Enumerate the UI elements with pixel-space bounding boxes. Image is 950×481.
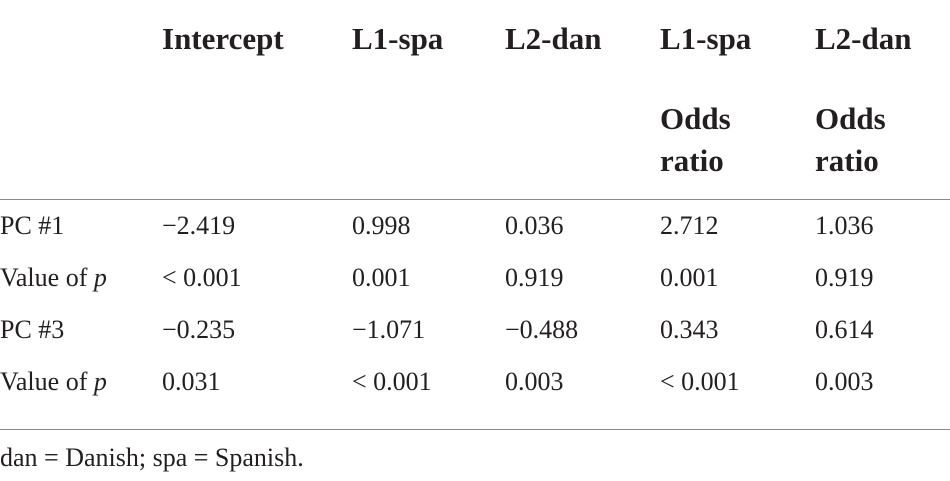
cell-l2-dan: 0.919 xyxy=(505,263,564,292)
cell-l1-spa-odds: < 0.001 xyxy=(660,367,740,396)
subheader-odds-l2: Odds xyxy=(815,101,886,136)
cell-l2-dan-odds: 0.919 xyxy=(815,263,874,292)
header-l1-spa: L1-spa xyxy=(352,21,444,56)
row-label: PC #3 xyxy=(0,313,64,347)
row-label: PC #1 xyxy=(0,209,64,243)
row-label-text: PC #1 xyxy=(0,211,65,240)
cell-l2-dan-odds: 1.036 xyxy=(815,211,874,240)
row-label: Value of p xyxy=(0,365,107,399)
cell-l2-dan: −0.488 xyxy=(505,315,579,344)
cell-l1-spa-odds: 0.001 xyxy=(660,263,719,292)
table-row: PC #3 −0.235 −1.071 −0.488 0.343 0.614 xyxy=(0,313,950,365)
cell-l1-spa-odds: 0.343 xyxy=(660,315,719,344)
header-divider xyxy=(0,199,950,200)
row-label: Value of p xyxy=(0,261,107,295)
cell-l1-spa-odds: 2.712 xyxy=(660,211,719,240)
table-row: PC #1 −2.419 0.998 0.036 2.712 1.036 xyxy=(0,209,950,261)
table-bottom-rule xyxy=(0,429,950,430)
cell-l1-spa: −1.071 xyxy=(352,315,426,344)
subheader-odds-l1: Odds xyxy=(660,101,731,136)
cell-l2-dan-odds: 0.003 xyxy=(815,367,874,396)
cell-l1-spa: < 0.001 xyxy=(352,367,432,396)
table-header-row: Intercept L1-spa L2-dan L1-spa L2-dan xyxy=(0,18,950,68)
row-label-italic: p xyxy=(93,367,107,396)
cell-intercept: < 0.001 xyxy=(162,263,242,292)
row-label-text: Value of xyxy=(0,367,94,396)
cell-l2-dan-odds: 0.614 xyxy=(815,315,874,344)
cell-intercept: 0.031 xyxy=(162,367,221,396)
header-intercept: Intercept xyxy=(162,21,284,56)
table-row: Value of p < 0.001 0.001 0.919 0.001 0.9… xyxy=(0,261,950,313)
header-l2-dan-odds: L2-dan xyxy=(815,21,912,56)
table-row: Value of p 0.031 < 0.001 0.003 < 0.001 0… xyxy=(0,365,950,417)
cell-l1-spa: 0.001 xyxy=(352,263,411,292)
subheader-ratio-l1: ratio xyxy=(660,143,724,178)
table-footnote: dan = Danish; spa = Spanish. xyxy=(0,443,304,472)
header-l2-dan: L2-dan xyxy=(505,21,602,56)
header-l1-spa-odds: L1-spa xyxy=(660,21,752,56)
cell-intercept: −0.235 xyxy=(162,315,236,344)
table-subheader-row: Odds ratio Odds ratio xyxy=(0,98,950,188)
cell-l1-spa: 0.998 xyxy=(352,211,411,240)
row-label-text: PC #3 xyxy=(0,315,65,344)
cell-l2-dan: 0.036 xyxy=(505,211,564,240)
row-label-italic: p xyxy=(93,263,107,292)
cell-l2-dan: 0.003 xyxy=(505,367,564,396)
subheader-ratio-l2: ratio xyxy=(815,143,879,178)
cell-intercept: −2.419 xyxy=(162,211,236,240)
row-label-text: Value of xyxy=(0,263,94,292)
